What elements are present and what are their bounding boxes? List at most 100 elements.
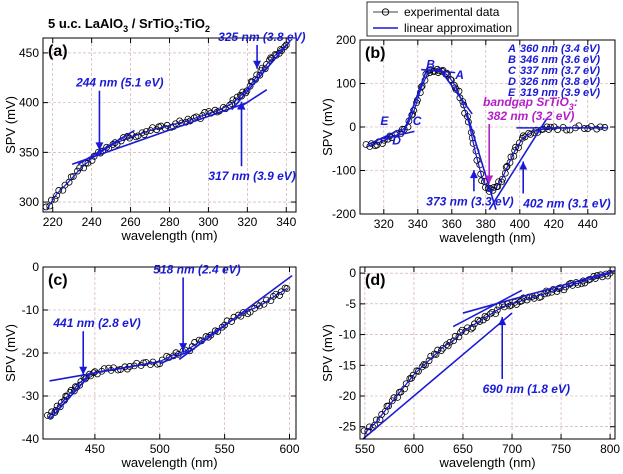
x-tick-label-d-0: 550 <box>355 442 375 456</box>
annotation-label-c-1: 518 nm (2.4 eV) <box>153 262 240 276</box>
y-tick-label-d-1: -20 <box>339 389 357 403</box>
y-tick-label-c-1: -30 <box>22 389 40 403</box>
x-tick-label-d-5: 800 <box>600 442 620 456</box>
experimental-point-c-9-3 <box>140 359 147 367</box>
annotation-arrow-c-1-head <box>179 343 188 352</box>
y-axis-title-a: SPV (mV) <box>3 96 18 154</box>
experimental-point-b-18-0 <box>498 175 506 183</box>
table-value-b-2: 337 nm (3.7 eV) <box>520 65 600 77</box>
y-tick-label-a-2: 400 <box>19 96 39 110</box>
experimental-point-a-22-3 <box>281 43 289 51</box>
annotation-arrow-c-0-head <box>79 366 88 375</box>
annotation-label-c-0: 441 nm (2.8 eV) <box>52 316 140 330</box>
bandgap-label-line1-b: bandgap SrTiO3: <box>483 95 578 112</box>
annotation-label-d-0: 690 nm (1.8 eV) <box>483 382 570 396</box>
legend: experimental data linear approximation <box>366 1 519 37</box>
table-key-b-3: D <box>508 76 516 88</box>
table-value-b-1: 346 nm (3.6 eV) <box>520 54 600 66</box>
x-tick-label-b-6: 440 <box>578 217 598 231</box>
figure-title: 5 u.c. LaAlO3 / SrTiO3:TiO2 <box>48 16 210 34</box>
experimental-point-b-17-1 <box>494 183 502 190</box>
y-axis-title-c: SPV (mV) <box>3 324 18 382</box>
panel-label-a: (a) <box>48 43 68 60</box>
table-key-b-1: B <box>508 54 516 66</box>
fit-line-c-3 <box>178 274 293 361</box>
experimental-point-b-21-3 <box>527 130 534 138</box>
experimental-point-a-19-1 <box>253 71 261 79</box>
table-value-b-4: 319 nm (3.9 eV) <box>520 87 600 99</box>
experimental-point-c-18-3 <box>256 302 263 310</box>
x-axis-title-a: wavelength (nm) <box>120 228 217 243</box>
annotation-arrow-a-2-head <box>237 101 246 110</box>
experimental-point-c-7-2 <box>110 364 117 372</box>
y-tick-label-a-0: 300 <box>19 195 39 209</box>
experimental-point-b-26-1 <box>587 122 595 130</box>
panel-label-b: (b) <box>365 45 385 62</box>
y-tick-label-c-0: -40 <box>22 432 40 446</box>
y-tick-label-b-4: 200 <box>336 33 356 47</box>
experimental-point-a-1-1 <box>55 187 63 194</box>
y-tick-label-c-3: -10 <box>22 303 40 317</box>
experimental-point-b-26-3 <box>596 123 604 131</box>
experimental-point-b-21-2 <box>525 129 533 137</box>
y-tick-label-d-5: 0 <box>349 266 356 280</box>
experimental-point-c-2-1 <box>62 392 70 400</box>
y-tick-label-d-0: -25 <box>339 420 357 434</box>
annotation-arrow-b-1-head <box>519 161 528 170</box>
experimental-point-d-6-1 <box>422 361 429 369</box>
fit-line-c-2 <box>159 347 196 365</box>
experimental-point-c-15-0 <box>207 331 215 339</box>
y-tick-label-b-3: 100 <box>336 77 356 91</box>
fit-line-d-1 <box>452 289 523 328</box>
fit-line-b-0 <box>368 128 402 146</box>
x-tick-label-d-3: 700 <box>502 442 522 456</box>
x-tick-label-d-1: 600 <box>404 442 424 456</box>
point-letter-b-2: C <box>413 114 422 128</box>
legend-experimental-marker <box>381 8 390 16</box>
legend-linear-label: linear approximation <box>404 21 512 35</box>
panel-a: 220 240 260 280 300 320 340 300 350 400 450 wavelen… <box>3 30 306 243</box>
fit-line-d-0 <box>362 312 513 439</box>
legend-experimental-label: experimental data <box>404 5 500 19</box>
data-layer-b <box>362 65 609 211</box>
bandgap-label-name: bandgap SrTiO <box>483 95 569 109</box>
annotation-label-a-1: 325 nm (3.8 eV) <box>218 30 305 44</box>
experimental-point-d-9-2 <box>455 333 463 341</box>
data-trace-d <box>364 272 611 434</box>
experimental-point-b-21-1 <box>521 133 529 141</box>
x-tick-label-a-6: 340 <box>276 215 296 229</box>
experimental-point-b-1-2 <box>379 140 386 147</box>
experimental-point-d-5-3 <box>418 363 426 371</box>
y-axis-title-d: SPV (mV) <box>320 324 335 382</box>
experimental-point-a-20-0 <box>258 64 266 72</box>
experimental-point-c-1-1 <box>53 402 61 410</box>
x-axis-title-b: wavelength (nm) <box>438 230 535 245</box>
x-tick-label-a-5: 320 <box>237 215 257 229</box>
experimental-point-d-5-2 <box>415 367 422 375</box>
annotation-label-a-0: 244 nm (5.1 eV) <box>75 76 163 90</box>
data-layer-a <box>43 40 291 211</box>
table-key-b-0: A <box>507 43 516 55</box>
fit-line-b-5 <box>466 113 497 210</box>
x-tick-label-b-2: 360 <box>442 217 462 231</box>
y-tick-label-c-2: -20 <box>22 346 40 360</box>
experimental-point-d-2-2 <box>385 402 393 410</box>
plot-frame-d <box>359 266 616 440</box>
panel-c: 450 500 550 600 -40 -30 -20 -10 0 wavelength (nm)… <box>3 260 300 470</box>
experimental-point-d-12-2 <box>483 314 491 321</box>
x-tick-label-b-1: 340 <box>408 217 428 231</box>
experimental-point-d-7-1 <box>432 351 440 358</box>
x-tick-label-c-3: 600 <box>279 442 299 456</box>
bandgap-label-line2-b: 382 nm (3.2 eV) <box>487 109 574 123</box>
y-tick-label-b-2: 0 <box>349 120 356 134</box>
table-key-b-2: C <box>508 65 517 77</box>
fit-line-b-4 <box>437 66 473 115</box>
bandgap-label-sub: 3 <box>569 102 574 112</box>
point-letter-b-3: D <box>392 133 401 147</box>
x-tick-label-c-2: 550 <box>215 442 235 456</box>
experimental-point-d-11-3 <box>476 318 484 325</box>
fit-line-b-3 <box>421 68 456 74</box>
experimental-point-c-0-2 <box>48 408 56 416</box>
data-trace-a <box>46 44 287 210</box>
x-tick-label-c-0: 450 <box>85 442 105 456</box>
